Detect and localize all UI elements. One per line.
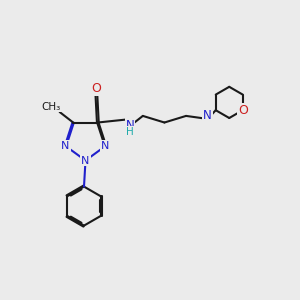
Text: O: O [92, 82, 101, 95]
Text: N: N [126, 119, 134, 132]
Text: N: N [81, 155, 90, 166]
Text: N: N [203, 110, 212, 122]
Text: H: H [126, 127, 134, 137]
Text: CH₃: CH₃ [42, 102, 61, 112]
Text: N: N [101, 141, 110, 151]
Text: O: O [238, 104, 248, 117]
Text: N: N [61, 141, 70, 151]
